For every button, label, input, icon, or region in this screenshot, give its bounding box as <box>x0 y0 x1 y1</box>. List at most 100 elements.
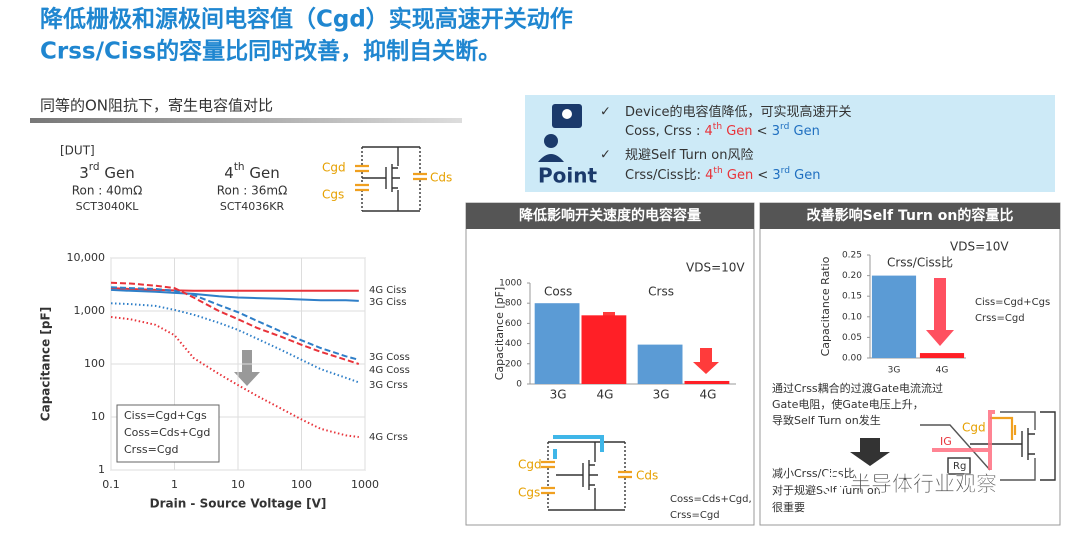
rich-text: 3rd Gen <box>79 161 135 182</box>
point-box <box>525 95 1055 192</box>
mosfet <box>556 460 598 490</box>
y-tick-label: 10,000 <box>67 251 106 264</box>
panel-header <box>760 203 1060 229</box>
arrow <box>926 278 954 346</box>
part-number: SCT3040KL <box>76 200 140 213</box>
title: Crss/Ciss的容量比同时改善，抑制自关断。 <box>40 38 501 65</box>
bar <box>919 353 965 358</box>
circuit-label: Cgd <box>322 161 346 175</box>
capacitor <box>355 164 427 192</box>
y-tick-label: 0 <box>516 380 522 390</box>
text-part: 3 <box>772 168 780 183</box>
x-tick-label: 0.1 <box>102 478 120 491</box>
series-line <box>110 316 359 438</box>
legend-text: Crss=Cgd <box>124 443 179 456</box>
y-axis-title: Capacitance [pF] <box>39 307 53 421</box>
text-part: th <box>713 166 722 176</box>
y-tick-label: 100 <box>84 357 105 370</box>
bar <box>637 344 683 384</box>
current-arrow <box>932 410 995 470</box>
panel-header <box>466 203 754 229</box>
dut-label: [DUT] <box>60 144 95 158</box>
bar <box>534 303 580 384</box>
series-label: 3G Ciss <box>369 297 406 308</box>
note: Gate电阻，使Gate电压上升， <box>772 398 924 411</box>
legend-text: Ciss=Cgd+Cgs <box>124 409 207 422</box>
series-line <box>110 288 359 302</box>
series-line <box>110 287 359 292</box>
y-axis-title: Capacitance [pF] <box>493 287 506 380</box>
rich-text: 4th Gen <box>224 161 279 182</box>
ron: Ron : 36mΩ <box>217 184 288 198</box>
series-label: 3G Coss <box>369 352 410 363</box>
bar-label: 4G <box>596 388 613 402</box>
chart-title: Crss/Ciss比 <box>887 256 953 270</box>
circuit-label: Cds <box>430 171 452 185</box>
ron: Ron : 40mΩ <box>72 184 143 198</box>
wire <box>361 147 421 211</box>
y-tick-label: 0.10 <box>842 312 862 322</box>
note: 导致Self Turn on发生 <box>772 413 881 427</box>
circuit <box>355 146 427 212</box>
text-part: 4 <box>704 124 712 139</box>
rich-text: Device的电容值降低，可实现高速开关 <box>625 104 851 120</box>
note: 很重要 <box>772 500 805 514</box>
bulb <box>562 109 572 119</box>
y-tick-label: 0.15 <box>842 292 862 302</box>
text-part: 4 <box>705 168 713 183</box>
circuit-label: Cgs <box>322 188 344 202</box>
text-part: Coss, Crss : <box>625 124 704 139</box>
text-part: Crss/Ciss比: <box>625 168 705 183</box>
mosfet <box>362 164 400 192</box>
bar-label: 4G <box>699 388 716 402</box>
capacitor <box>541 460 632 495</box>
legend-text: Ciss=Cgd+Cgs <box>975 297 1050 308</box>
text-part: Gen <box>789 124 819 139</box>
y-tick-label: 10 <box>91 410 105 423</box>
rich-text: Crss/Ciss比: 4th Gen < 3rd Gen <box>625 166 820 183</box>
capacitor <box>990 416 1017 440</box>
text-part: < <box>753 124 772 139</box>
x-tick-label: 1000 <box>351 478 379 491</box>
x-tick-label: 100 <box>291 478 312 491</box>
y-tick-label: 800 <box>505 299 522 309</box>
rich-text: Coss, Crss : 4th Gen < 3rd Gen <box>625 122 820 139</box>
legend-text: Coss=Cds+Cgd <box>124 426 210 439</box>
wire <box>548 441 625 511</box>
text-part: rd <box>780 122 789 132</box>
y-tick-label: 1000 <box>499 279 522 289</box>
note: 通过Crss耦合的过渡Gate电流流过 <box>772 381 943 395</box>
panel-heading: 降低影响开关速度的电容容量 <box>519 207 701 224</box>
y-tick-label: 600 <box>505 319 522 329</box>
part-number: SCT4036KR <box>220 200 285 213</box>
note: Crss=Cgd <box>670 510 720 521</box>
x-tick-label: 10 <box>231 478 245 491</box>
y-tick-label: 1 <box>98 463 105 476</box>
x-tick-label: 3G <box>888 366 901 376</box>
category-label: Crss <box>648 285 674 299</box>
arrow <box>850 438 890 466</box>
circuit-label: IG <box>940 435 952 448</box>
x-tick-label: 1 <box>171 478 178 491</box>
panel-heading: 改善影响Self Turn on的容量比 <box>807 207 1014 224</box>
text-part: th <box>713 122 722 132</box>
category-label: Coss <box>544 285 572 299</box>
mosfet <box>970 411 1056 481</box>
watermark: 半导体行业观察 <box>850 472 997 496</box>
head <box>544 134 558 148</box>
series-line <box>110 286 360 361</box>
text-part: th <box>234 161 245 173</box>
x-axis-title: Drain - Source Voltage [V] <box>150 497 327 511</box>
series-label: 3G Crss <box>369 380 408 391</box>
current-arrow <box>553 435 604 459</box>
section-heading: 同等的ON阻抗下，寄生电容值对比 <box>40 97 273 115</box>
series-label: 4G Coss <box>369 365 410 376</box>
check: ✓ <box>600 148 611 163</box>
circuit-label: Cgd <box>518 458 542 472</box>
y-axis-title: Capacitance Ratio <box>819 256 832 356</box>
text-part: 4 <box>224 164 234 182</box>
text-part: 3 <box>772 124 780 139</box>
title: 降低栅极和源极间电容值（Cgd）实现高速开关动作 <box>40 6 573 33</box>
heading-rule <box>30 118 462 123</box>
